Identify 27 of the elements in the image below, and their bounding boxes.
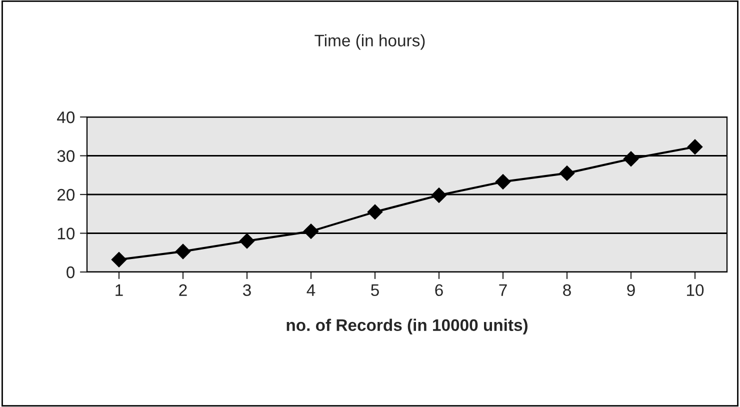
y-tick-label: 40 [57,111,75,124]
x-tick-label: 2 [179,284,187,296]
x-tick-label: 9 [627,284,635,296]
point [111,252,127,268]
x-tick-label: 3 [243,284,251,296]
point [495,174,511,190]
x-axis-title: no. of Records (in 10000 units) [286,318,528,334]
x-tick-label: 4 [306,284,316,296]
point [559,166,575,181]
point [687,139,703,154]
chart-title: Time (in hours) [314,34,425,50]
y-tick-label: 30 [57,150,75,162]
point [239,233,255,249]
x-tick-label: 10 [687,284,704,296]
point [175,244,191,260]
y-tick-label: 10 [58,228,75,240]
x-tick-label: 5 [371,284,379,296]
point [367,204,383,220]
x-tick-label: 8 [563,284,571,296]
point [623,151,639,166]
y-tick-label: 0 [66,266,75,278]
x-tick-label: 7 [499,284,507,296]
y-tick-label: 20 [57,188,75,201]
point [431,188,447,203]
point [303,224,319,239]
x-tick-label: 1 [116,284,123,296]
x-tick-label: 6 [435,284,443,296]
